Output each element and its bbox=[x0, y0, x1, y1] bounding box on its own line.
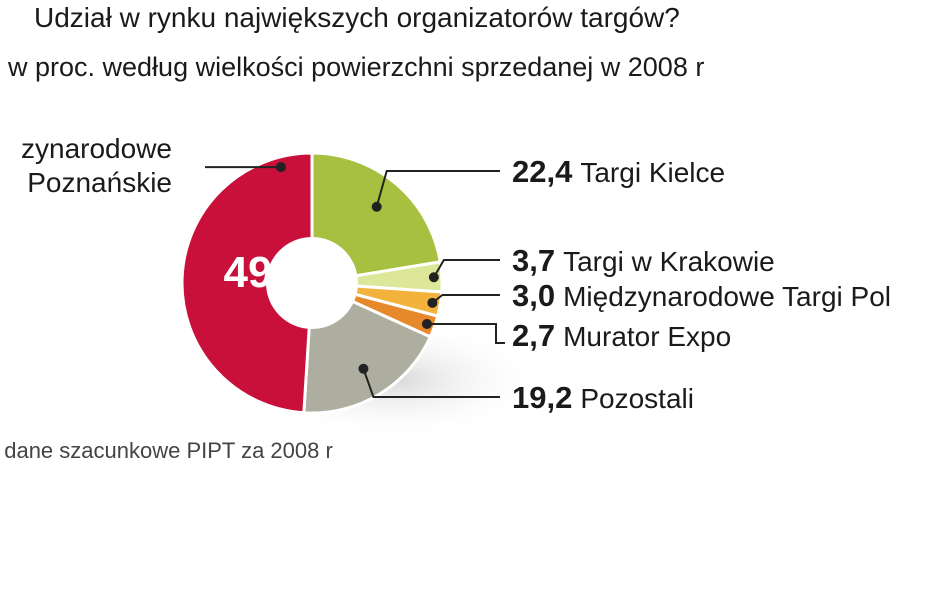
leader-line-3 bbox=[431, 294, 500, 304]
category-label-1: Targi Kielce bbox=[580, 157, 725, 188]
value-label-4: 2,7 bbox=[512, 318, 555, 353]
label-2: 3,7 Targi w Krakowie bbox=[512, 243, 775, 278]
value-label-1: 22,4 bbox=[512, 154, 573, 189]
chart-title: Udział w rynku największych organizatoró… bbox=[34, 2, 680, 33]
category-label-0b: Poznańskie bbox=[27, 167, 172, 198]
category-label-0a: zynarodowe bbox=[21, 133, 172, 164]
chart-subtitle: w proc. według wielkości powierzchni spr… bbox=[8, 52, 705, 82]
source-note: : dane szacunkowe PIPT za 2008 r bbox=[0, 438, 333, 463]
label-1: 22,4 Targi Kielce bbox=[512, 154, 725, 189]
value-label-3: 3,0 bbox=[512, 278, 555, 313]
donut-hole bbox=[266, 237, 358, 329]
pie-slice-0 bbox=[180, 151, 314, 415]
leader-line-4 bbox=[426, 322, 505, 344]
label-3: 3,0 Międzynarodowe Targi Pol bbox=[512, 278, 891, 313]
category-label-5: Pozostali bbox=[580, 383, 694, 414]
category-label-2: Targi w Krakowie bbox=[563, 246, 775, 277]
label-4: 2,7 Murator Expo bbox=[512, 318, 731, 353]
category-label-3: Międzynarodowe Targi Pol bbox=[563, 281, 891, 312]
value-label-0: 49 bbox=[224, 248, 273, 297]
category-label-4: Murator Expo bbox=[563, 321, 731, 352]
label-5: 19,2 Pozostali bbox=[512, 380, 694, 415]
leader-line-2 bbox=[432, 259, 500, 278]
leader-line-1 bbox=[375, 170, 500, 208]
value-label-2: 3,7 bbox=[512, 243, 555, 278]
leader-line-5 bbox=[362, 368, 500, 398]
value-label-5: 19,2 bbox=[512, 380, 572, 415]
